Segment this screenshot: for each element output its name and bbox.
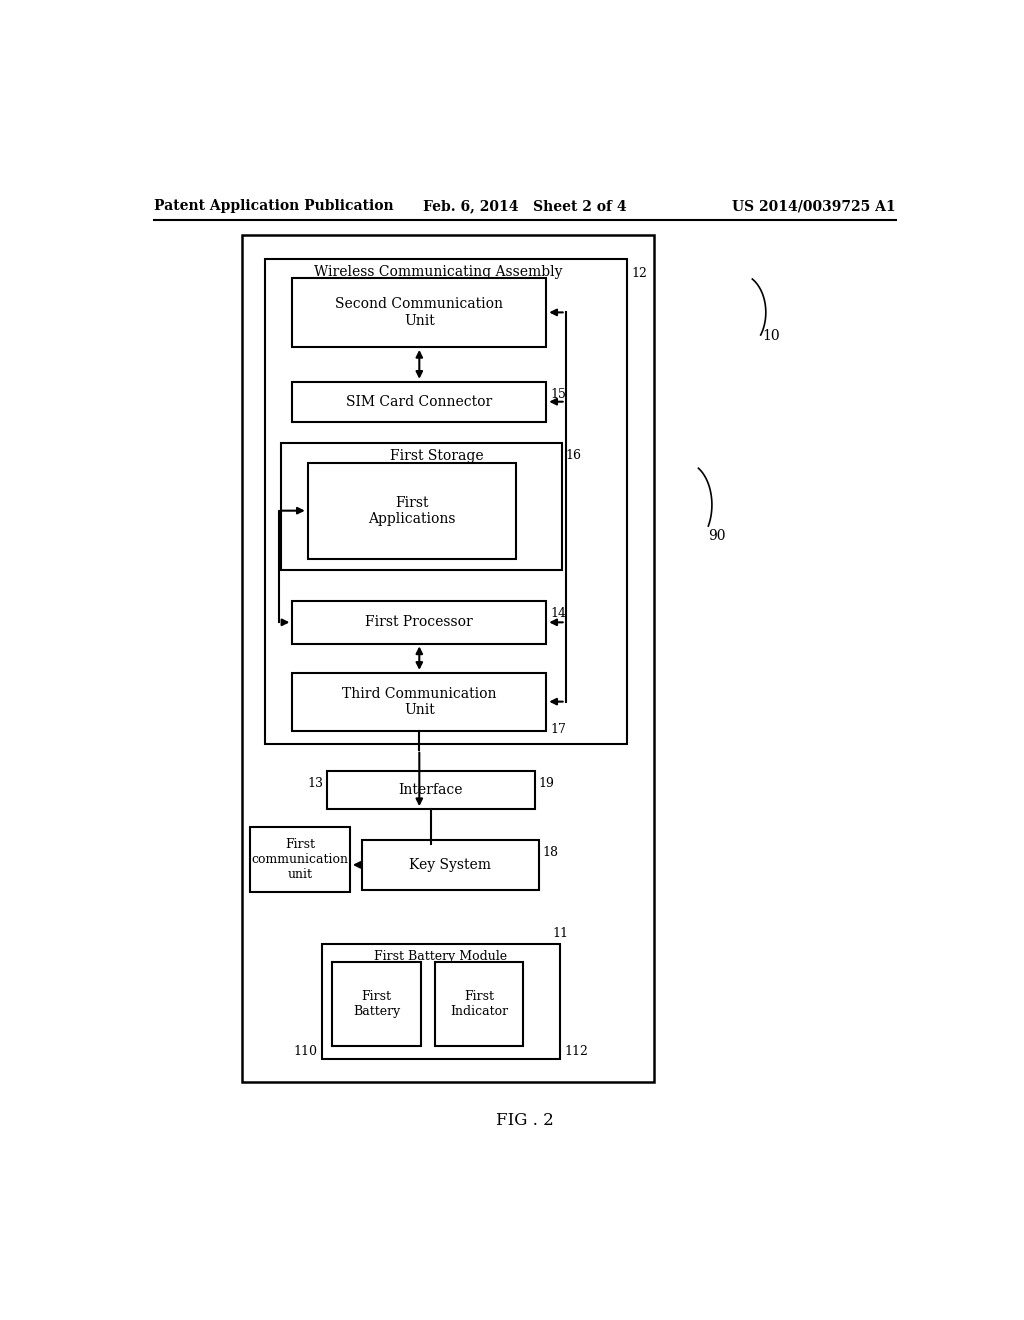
Bar [250,826,350,892]
Bar [281,444,562,570]
Text: First Processor: First Processor [366,615,473,630]
Text: 19: 19 [539,776,555,789]
Text: US 2014/0039725 A1: US 2014/0039725 A1 [732,199,896,213]
Text: SIM Card Connector: SIM Card Connector [346,395,493,409]
Text: First
Applications: First Applications [368,495,456,525]
Text: First Battery Module: First Battery Module [375,949,508,962]
Bar [361,840,539,890]
Text: 11: 11 [553,927,568,940]
Text: 16: 16 [565,449,582,462]
Bar [265,259,628,743]
Bar [243,235,654,1082]
Text: 110: 110 [294,1045,317,1059]
Text: First
Indicator: First Indicator [450,990,508,1018]
Text: Wireless Communicating Assembly: Wireless Communicating Assembly [314,265,563,280]
Bar [435,961,523,1047]
Text: 14: 14 [550,607,566,620]
Text: First
Battery: First Battery [353,990,400,1018]
Text: 112: 112 [564,1045,588,1059]
Text: First
communication
unit: First communication unit [252,838,348,880]
Bar [327,771,535,809]
Text: 18: 18 [543,846,558,859]
Bar [292,277,547,347]
Bar [322,944,560,1059]
Text: 10: 10 [762,329,779,342]
Text: 12: 12 [631,268,647,280]
Text: 17: 17 [550,723,566,735]
Bar [292,601,547,644]
Text: 90: 90 [708,529,726,543]
Bar [292,673,547,730]
Text: Second Communication
Unit: Second Communication Unit [335,297,504,327]
Bar [292,381,547,422]
Text: Third Communication
Unit: Third Communication Unit [342,686,497,717]
Text: Key System: Key System [410,858,492,873]
Text: Interface: Interface [398,783,463,797]
Text: First Storage: First Storage [390,449,483,462]
Text: 13: 13 [307,776,323,789]
Text: 15: 15 [550,388,566,401]
Bar [333,961,421,1047]
Text: Feb. 6, 2014   Sheet 2 of 4: Feb. 6, 2014 Sheet 2 of 4 [423,199,627,213]
Text: Patent Application Publication: Patent Application Publication [154,199,393,213]
Bar [307,462,515,558]
Text: FIG . 2: FIG . 2 [496,1113,554,1130]
